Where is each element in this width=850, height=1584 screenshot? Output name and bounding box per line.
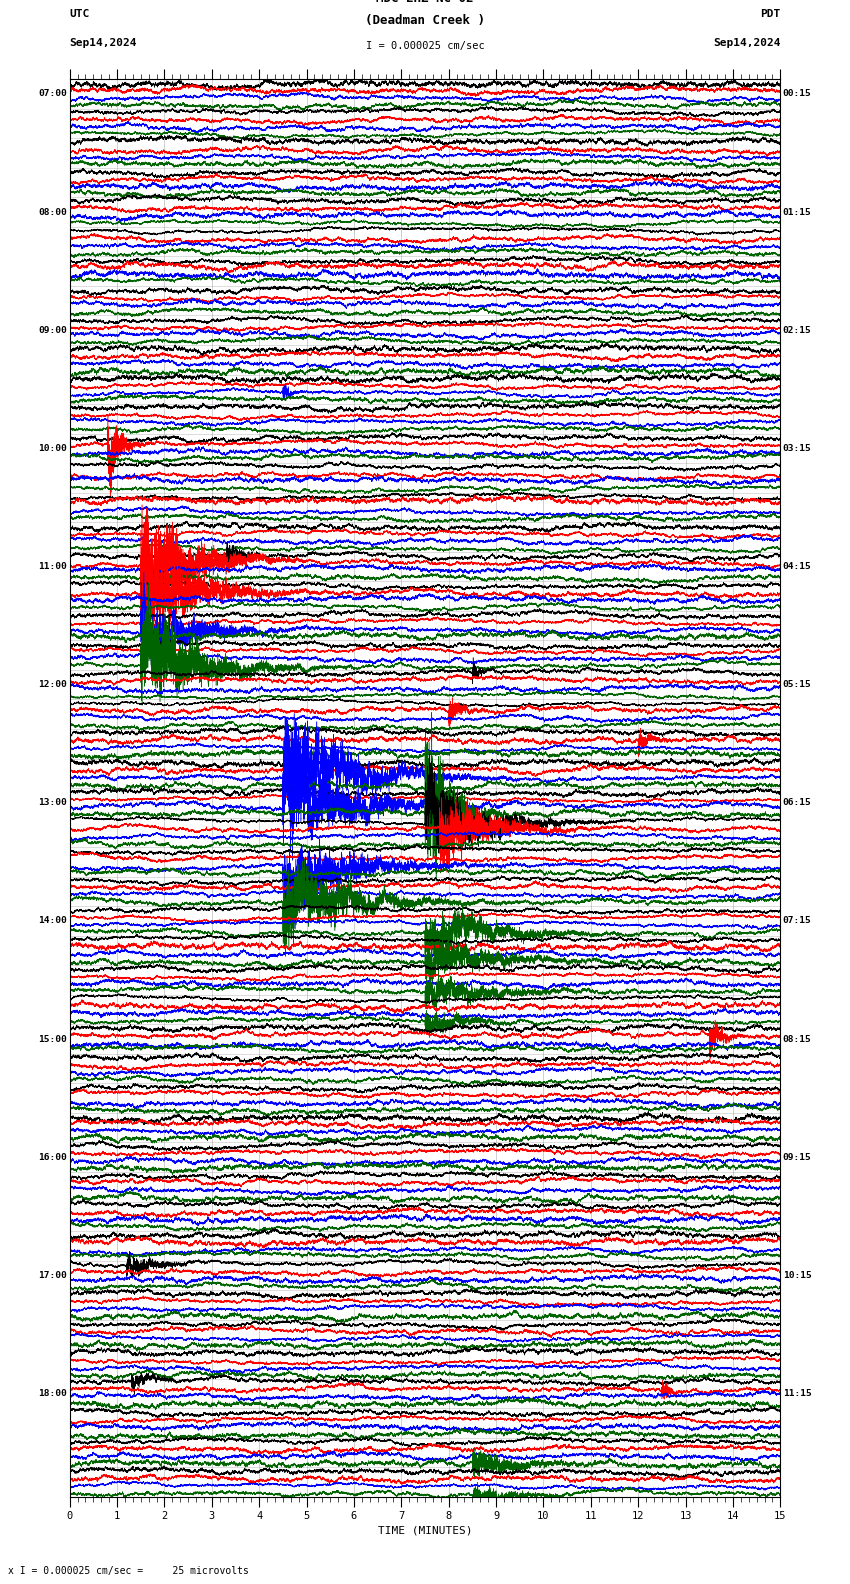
Text: 11:15: 11:15 xyxy=(783,1389,812,1399)
Text: I = 0.000025 cm/sec: I = 0.000025 cm/sec xyxy=(366,41,484,51)
Text: 18:00: 18:00 xyxy=(38,1389,67,1399)
Text: 11:00: 11:00 xyxy=(38,562,67,570)
Text: 14:00: 14:00 xyxy=(38,917,67,925)
Text: Sep14,2024: Sep14,2024 xyxy=(713,38,780,48)
Text: Sep14,2024: Sep14,2024 xyxy=(70,38,137,48)
Text: 16:00: 16:00 xyxy=(38,1153,67,1161)
Text: 08:15: 08:15 xyxy=(783,1034,812,1044)
Text: 17:00: 17:00 xyxy=(38,1270,67,1280)
Text: 04:15: 04:15 xyxy=(783,562,812,570)
Text: 03:15: 03:15 xyxy=(783,444,812,453)
Text: MDC EHZ NC 02: MDC EHZ NC 02 xyxy=(377,0,473,5)
Text: 02:15: 02:15 xyxy=(783,326,812,334)
Text: 06:15: 06:15 xyxy=(783,798,812,808)
Text: 15:00: 15:00 xyxy=(38,1034,67,1044)
Text: 08:00: 08:00 xyxy=(38,208,67,217)
Text: 10:15: 10:15 xyxy=(783,1270,812,1280)
Text: 07:00: 07:00 xyxy=(38,89,67,98)
Text: x I = 0.000025 cm/sec =     25 microvolts: x I = 0.000025 cm/sec = 25 microvolts xyxy=(8,1567,249,1576)
Text: 10:00: 10:00 xyxy=(38,444,67,453)
Text: 07:15: 07:15 xyxy=(783,917,812,925)
Text: 01:15: 01:15 xyxy=(783,208,812,217)
Text: 13:00: 13:00 xyxy=(38,798,67,808)
Text: PDT: PDT xyxy=(760,10,780,19)
Text: (Deadman Creek ): (Deadman Creek ) xyxy=(365,14,485,27)
Text: 00:15: 00:15 xyxy=(783,89,812,98)
Text: UTC: UTC xyxy=(70,10,90,19)
Text: 09:15: 09:15 xyxy=(783,1153,812,1161)
X-axis label: TIME (MINUTES): TIME (MINUTES) xyxy=(377,1525,473,1535)
Text: 09:00: 09:00 xyxy=(38,326,67,334)
Text: 12:00: 12:00 xyxy=(38,680,67,689)
Text: 05:15: 05:15 xyxy=(783,680,812,689)
